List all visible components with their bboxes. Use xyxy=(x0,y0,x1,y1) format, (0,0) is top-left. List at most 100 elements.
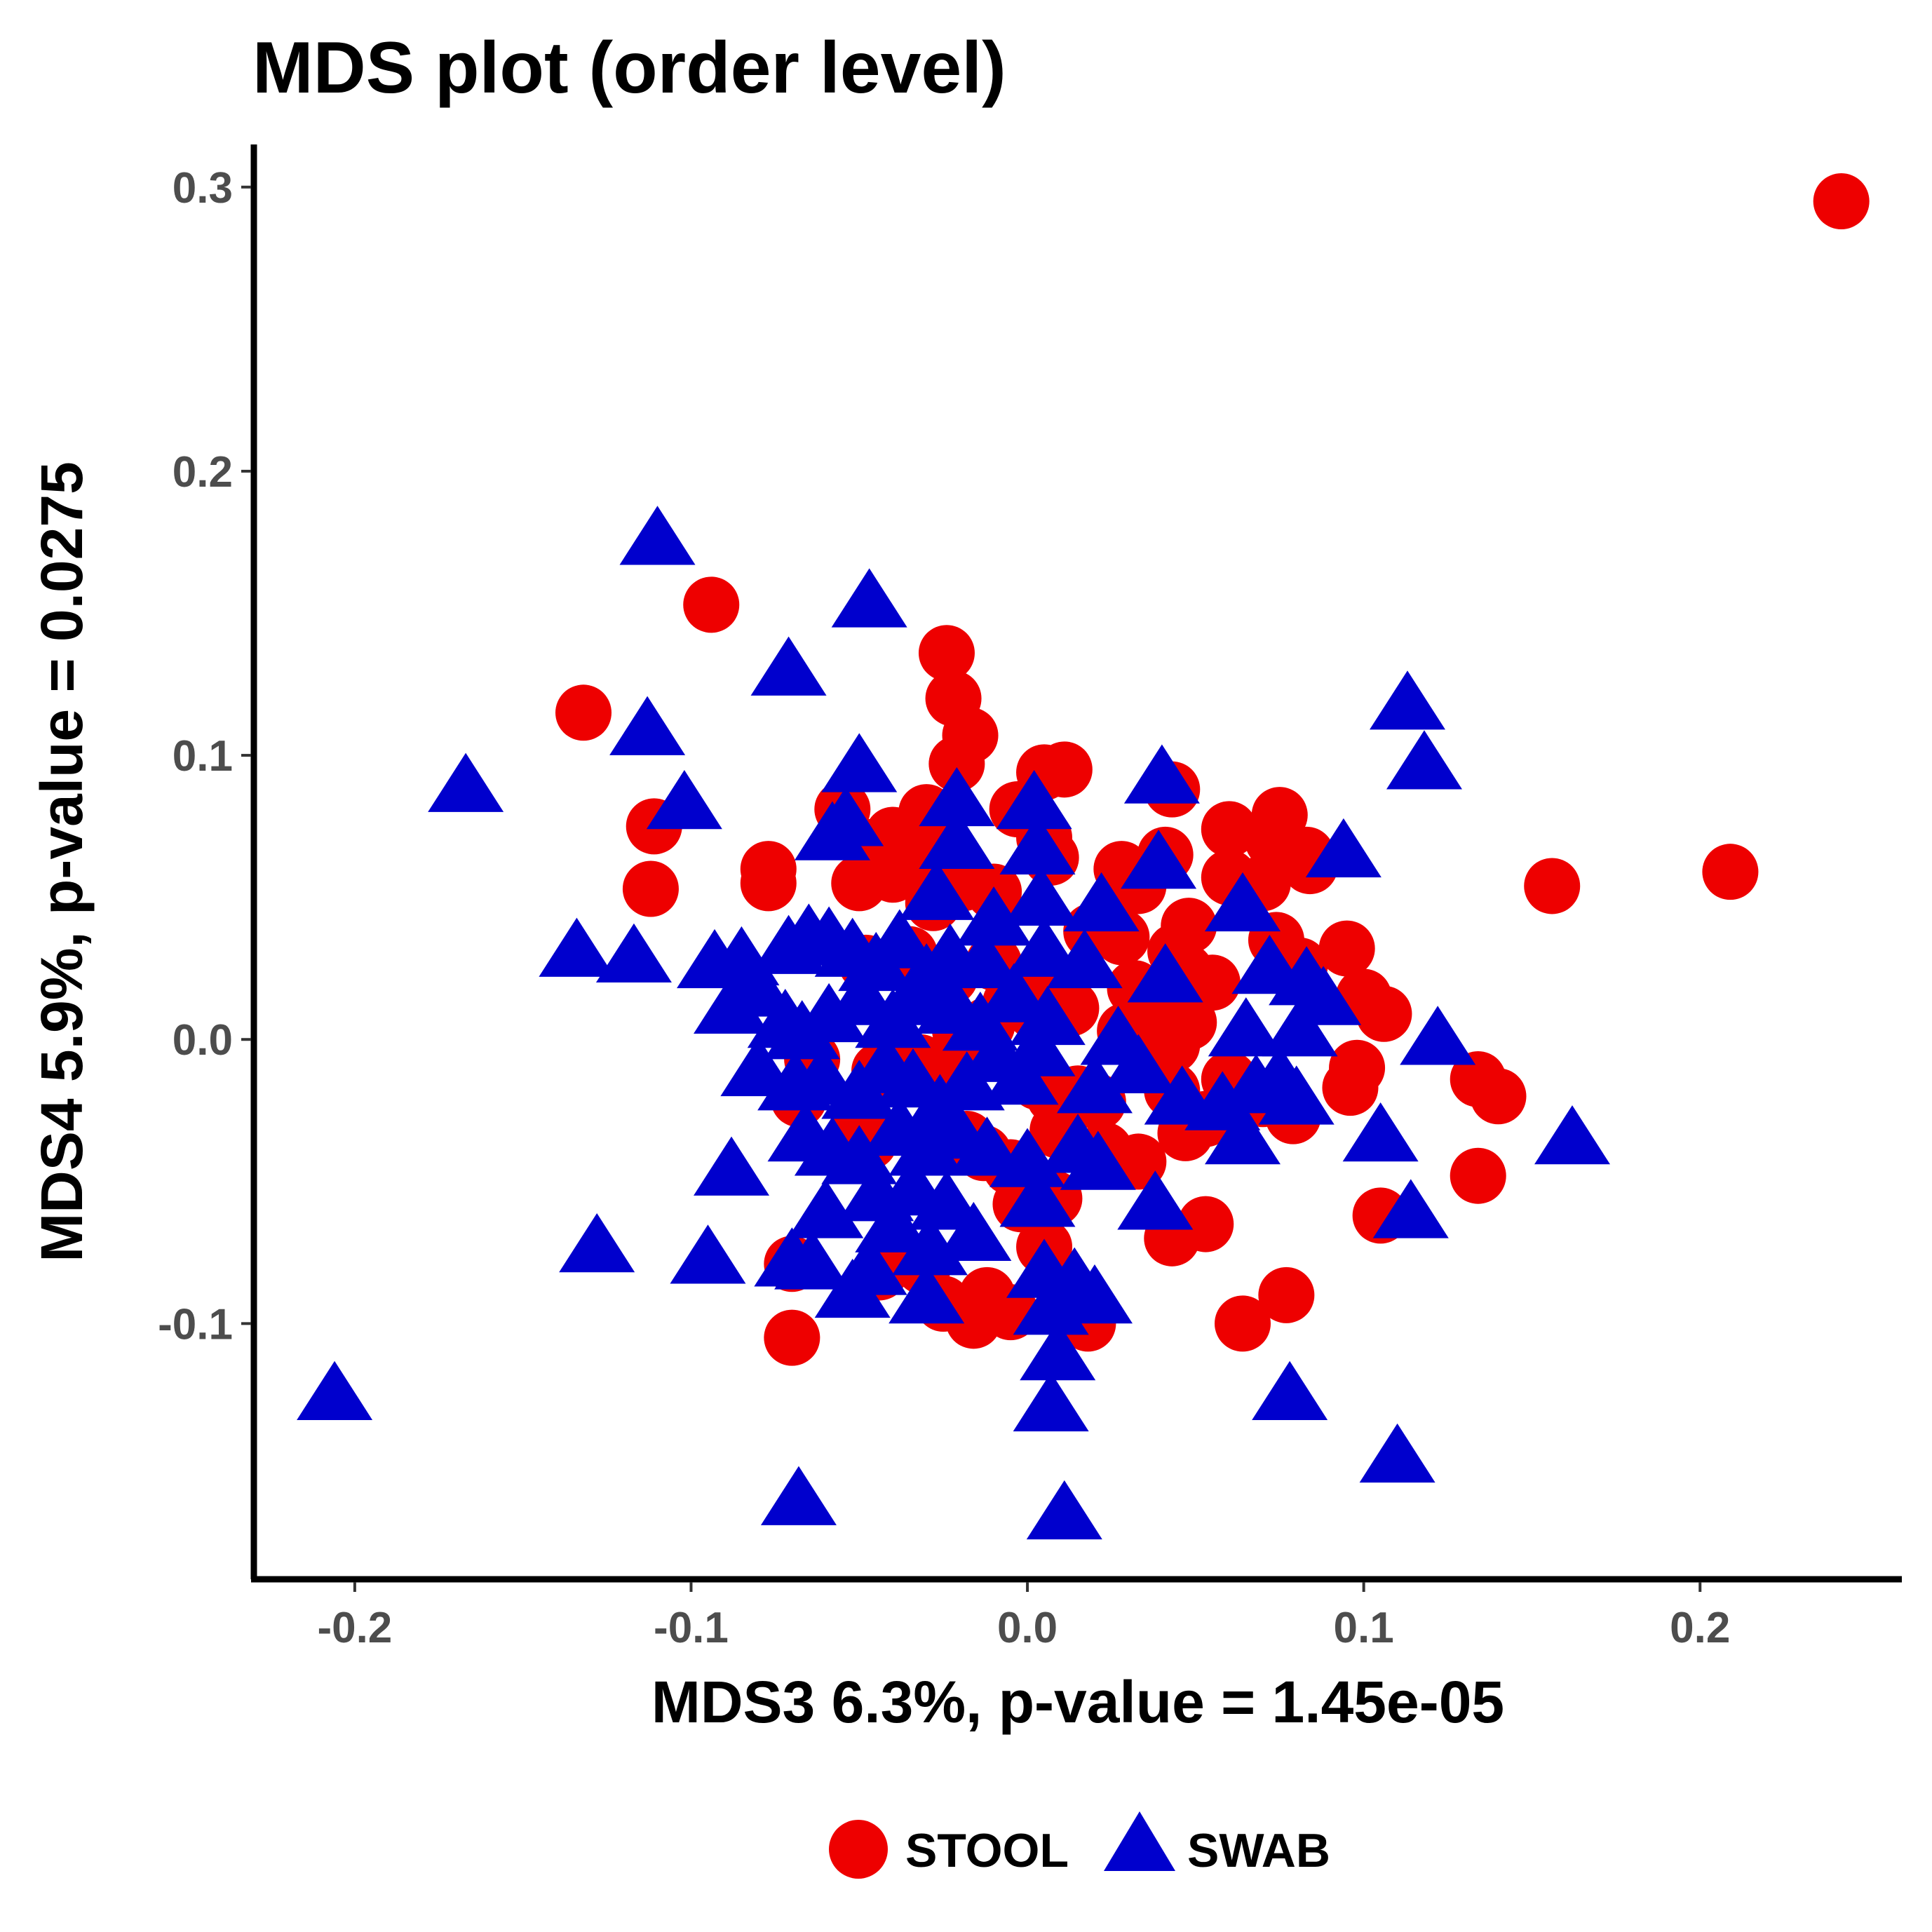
swab-point xyxy=(1026,1480,1102,1540)
swab-point xyxy=(1060,1130,1136,1190)
stool-point xyxy=(555,684,612,741)
stool-point xyxy=(1524,858,1581,914)
swab-point xyxy=(788,1179,864,1238)
swab-point xyxy=(889,1264,965,1324)
swab-point xyxy=(595,923,672,983)
swab-point xyxy=(1013,1372,1089,1432)
stool-point xyxy=(1215,1295,1271,1352)
legend-swab-marker-icon xyxy=(1104,1811,1175,1871)
stool-point xyxy=(865,846,921,903)
swab-point xyxy=(1400,1006,1476,1065)
stool-point xyxy=(1144,1017,1201,1074)
x-axis-label: MDS3 6.3%, p-value = 1.45e-05 xyxy=(651,1669,1504,1735)
stool-point xyxy=(683,576,740,633)
y-tick-label: 0.2 xyxy=(173,448,233,496)
stool-point xyxy=(1201,801,1257,858)
swab-point xyxy=(774,1230,851,1290)
swab-point xyxy=(1372,1179,1449,1238)
swab-point xyxy=(1020,1320,1096,1381)
swab-point xyxy=(889,1116,965,1176)
swab-point xyxy=(975,963,1052,1022)
y-axis-label: MDS4 5.9%, p-value = 0.0275 xyxy=(29,461,95,1262)
swab-point xyxy=(1534,1105,1610,1165)
swab-point xyxy=(935,1201,1012,1262)
stool-point xyxy=(918,625,975,682)
stool-point xyxy=(1356,985,1412,1042)
swab-point xyxy=(1009,985,1086,1046)
stool-point xyxy=(1258,1266,1315,1323)
swab-point xyxy=(559,1213,635,1273)
swab-point xyxy=(1252,1360,1328,1420)
swab-point xyxy=(919,809,995,869)
swab-point xyxy=(814,1258,891,1318)
legend-swab-label: SWAB xyxy=(1187,1824,1330,1877)
chart-title: MDS plot (order level) xyxy=(252,27,1006,109)
swab-point xyxy=(1046,928,1123,989)
swab-point xyxy=(694,1136,770,1196)
swab-point xyxy=(1006,917,1083,977)
swab-point xyxy=(861,909,938,968)
legend: STOOL SWAB xyxy=(829,1811,1330,1879)
swab-point xyxy=(821,733,898,792)
stool-point xyxy=(928,736,985,792)
swab-point xyxy=(1100,1034,1177,1094)
stool-point xyxy=(740,855,797,912)
x-tick-label: 0.1 xyxy=(1334,1604,1394,1652)
swab-point xyxy=(297,1360,373,1420)
swab-point xyxy=(999,1168,1076,1227)
stool-point xyxy=(1470,1068,1527,1125)
swab-point xyxy=(945,928,1022,989)
x-tick-label: -0.2 xyxy=(317,1604,392,1652)
swab-point xyxy=(670,1224,746,1284)
legend-stool-marker-icon xyxy=(829,1820,888,1879)
swab-point xyxy=(1305,818,1382,878)
swab-point xyxy=(999,1017,1076,1076)
stool-point xyxy=(1322,1060,1379,1116)
y-tick-label: 0.0 xyxy=(173,1016,233,1065)
swab-point xyxy=(750,636,827,696)
stool-point xyxy=(622,860,679,917)
data-points xyxy=(297,173,1870,1540)
swab-point xyxy=(1370,670,1445,730)
swab-point xyxy=(1359,1423,1436,1483)
swab-point xyxy=(1003,866,1079,926)
y-tick-label: 0.3 xyxy=(173,164,233,212)
legend-stool-label: STOOL xyxy=(905,1824,1069,1877)
stool-point xyxy=(764,1309,820,1366)
swab-point xyxy=(1123,744,1200,804)
swab-point xyxy=(855,1193,931,1252)
swab-point xyxy=(794,801,870,860)
swab-point xyxy=(1056,1264,1133,1324)
swab-point xyxy=(760,1466,837,1525)
swab-point xyxy=(1117,1170,1194,1230)
stool-point xyxy=(1318,920,1375,977)
swab-point xyxy=(1386,730,1462,790)
x-tick-label: 0.2 xyxy=(1670,1604,1730,1652)
swab-point xyxy=(1262,997,1338,1057)
stool-point xyxy=(1450,1147,1506,1204)
swab-point xyxy=(1205,1105,1281,1165)
swab-point xyxy=(831,568,907,628)
swab-point xyxy=(539,917,615,977)
stool-point xyxy=(1702,844,1759,900)
swab-point xyxy=(1258,1065,1335,1125)
y-axis-ticks: -0.1 0.0 0.1 0.2 0.3 xyxy=(158,164,251,1349)
swab-point xyxy=(646,769,722,830)
swab-point xyxy=(1063,872,1140,932)
y-tick-label: 0.1 xyxy=(173,732,233,781)
swab-point xyxy=(1127,943,1203,1003)
swab-point xyxy=(1208,997,1284,1057)
swab-point xyxy=(891,1216,968,1276)
swab-point xyxy=(791,982,867,1043)
swab-point xyxy=(1342,1102,1419,1162)
y-tick-label: -0.1 xyxy=(158,1300,233,1349)
swab-point xyxy=(919,766,995,827)
swab-point xyxy=(1121,830,1197,889)
swab-point xyxy=(609,696,686,755)
swab-point xyxy=(996,769,1072,830)
swab-point xyxy=(428,752,504,812)
stool-point xyxy=(1813,173,1870,230)
x-tick-label: 0.0 xyxy=(997,1604,1058,1652)
x-axis-ticks: -0.2 -0.1 0.0 0.1 0.2 xyxy=(317,1582,1730,1652)
